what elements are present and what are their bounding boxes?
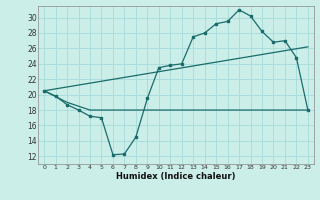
X-axis label: Humidex (Indice chaleur): Humidex (Indice chaleur) bbox=[116, 172, 236, 181]
